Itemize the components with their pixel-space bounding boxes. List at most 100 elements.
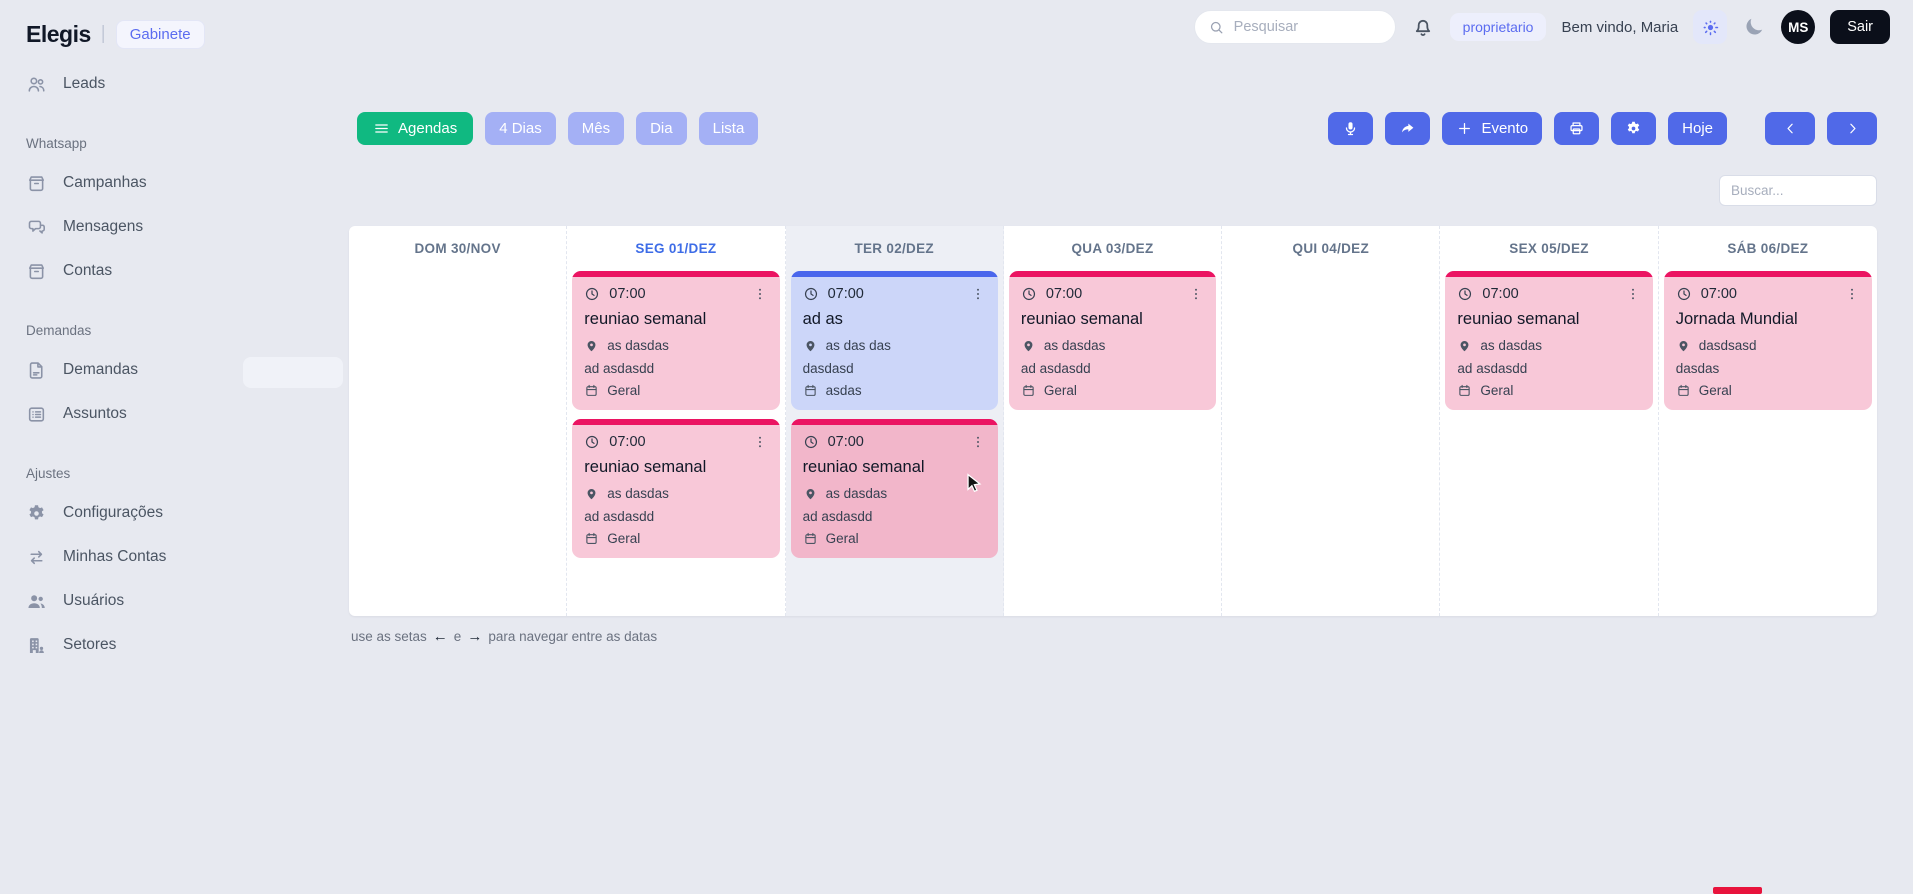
event-title: reuniao semanal: [584, 458, 707, 476]
day-column-sex-05-dez[interactable]: SEX 05/DEZ 07:00 reuniao semanal as dasdas a…: [1440, 226, 1659, 616]
kebab-menu-icon[interactable]: [1625, 286, 1641, 302]
map-pin-icon: [1676, 338, 1691, 353]
today-button[interactable]: Hoje: [1668, 112, 1727, 145]
moon-icon[interactable]: [1742, 15, 1766, 39]
voice-button[interactable]: [1328, 112, 1374, 145]
event-description: ad asdasdd: [1457, 361, 1528, 376]
event-agenda: Geral: [1457, 383, 1640, 398]
workspace-badge[interactable]: Gabinete: [115, 19, 205, 49]
view-button-4-dias[interactable]: 4 Dias: [485, 112, 556, 145]
hint-conjunction: e: [453, 629, 462, 644]
sidebar-section-ajustes: Ajustes: [26, 466, 71, 481]
view-button-label: Mês: [581, 120, 611, 137]
sidebar-item-mensagens[interactable]: Mensagens: [26, 205, 280, 249]
event-filter-input[interactable]: [1719, 175, 1877, 206]
kebab-menu-icon[interactable]: [752, 286, 768, 302]
theme-light-toggle[interactable]: [1693, 10, 1728, 44]
sidebar-item-label: Minhas Contas: [63, 548, 167, 565]
day-column-dom-30-nov[interactable]: DOM 30/NOV: [349, 226, 568, 616]
settings-button[interactable]: [1611, 112, 1657, 145]
event-time: 07:00: [827, 286, 864, 302]
kebab-menu-icon[interactable]: [970, 434, 986, 450]
view-button-mes[interactable]: Mês: [567, 112, 625, 145]
event-color-bar: [1445, 271, 1653, 277]
event-card[interactable]: 07:00 Jornada Mundial dasdsasd dasdas Geral: [1663, 271, 1872, 410]
day-column-sab-06-dez[interactable]: SÁB 06/DEZ 07:00 Jornada Mundial dasdsasd da…: [1659, 226, 1877, 616]
global-search-input[interactable]: [1233, 19, 1374, 35]
view-button-agendas[interactable]: Agendas: [357, 112, 474, 145]
event-card[interactable]: 07:00 reuniao semanal as dasdas ad asdasdd G…: [572, 419, 780, 558]
event-time-row: 07:00: [803, 286, 986, 302]
notifications-bell-icon[interactable]: [1411, 15, 1435, 39]
sidebar-item-leads[interactable]: Leads: [26, 62, 280, 106]
event-card[interactable]: 07:00 ad as as das das dasdasd asdas: [790, 271, 998, 410]
view-button-lista[interactable]: Lista: [698, 112, 759, 145]
toolbar-actions: Evento Hoje: [1328, 112, 1877, 145]
gear-icon: [26, 503, 47, 524]
sidebar-item-campanhas[interactable]: Campanhas: [26, 161, 280, 205]
avatar[interactable]: MS: [1781, 10, 1816, 44]
map-pin-icon: [803, 486, 818, 501]
day-events: 07:00 ad as as das das dasdasd asdas 07:00 reu…: [790, 271, 998, 558]
kebab-menu-icon[interactable]: [970, 286, 986, 302]
add-event-label: Evento: [1481, 120, 1529, 137]
sidebar-item-setores[interactable]: Setores: [26, 623, 280, 667]
map-pin-icon: [1021, 338, 1036, 353]
kebab-menu-icon[interactable]: [752, 434, 768, 450]
day-events: 07:00 reuniao semanal as dasdas ad asdasdd G…: [1008, 271, 1217, 410]
logout-button[interactable]: Sair: [1830, 10, 1890, 44]
day-column-qua-03-dez[interactable]: QUA 03/DEZ 07:00 reuniao semanal as dasdas a…: [1004, 226, 1223, 616]
previous-date-button[interactable]: [1765, 112, 1815, 145]
global-search[interactable]: [1193, 10, 1396, 44]
day-column-seg-01-dez[interactable]: SEG 01/DEZ 07:00 reuniao semanal as dasdas a…: [567, 226, 786, 616]
clock-icon: [1457, 286, 1473, 302]
calendar-grid: DOM 30/NOV SEG 01/DEZ 07:00 reuniao semanal…: [349, 226, 1877, 616]
day-header: SÁB 06/DEZ: [1727, 241, 1809, 256]
kebab-menu-icon[interactable]: [1188, 286, 1204, 302]
sidebar-item-demandas[interactable]: Demandas: [26, 348, 280, 392]
add-event-button[interactable]: Evento: [1442, 112, 1543, 145]
event-description: dasdasd: [802, 361, 854, 376]
event-location: as dasdas: [1457, 338, 1640, 353]
next-date-button[interactable]: [1827, 112, 1877, 145]
sun-icon: [1701, 18, 1720, 37]
map-pin-icon: [803, 338, 818, 353]
search-icon: [1208, 19, 1225, 36]
day-header: SEX 05/DEZ: [1509, 241, 1589, 256]
event-location: as dasdas: [1021, 338, 1204, 353]
event-time-row: 07:00: [1457, 286, 1640, 302]
chevron-right-icon: [1844, 120, 1861, 137]
event-card[interactable]: 07:00 reuniao semanal as dasdas ad asdasdd G…: [572, 271, 780, 410]
event-location-text: dasdsasd: [1698, 338, 1757, 353]
archive-icon: [26, 173, 47, 194]
event-time: 07:00: [1482, 286, 1519, 302]
event-title: reuniao semanal: [802, 458, 925, 476]
sidebar-item-contas[interactable]: Contas: [26, 249, 280, 293]
sidebar-item-configuracoes[interactable]: Configurações: [26, 491, 280, 535]
calendar-icon: [803, 383, 818, 398]
sidebar-item-minhas-contas[interactable]: Minhas Contas: [26, 535, 280, 579]
event-card[interactable]: 07:00 reuniao semanal as dasdas ad asdasdd G…: [1445, 271, 1653, 410]
day-column-qui-04-dez[interactable]: QUI 04/DEZ: [1222, 226, 1441, 616]
event-title: reuniao semanal: [1020, 310, 1143, 328]
sidebar-item-label: Leads: [63, 75, 106, 92]
share-button[interactable]: [1385, 112, 1431, 145]
event-agenda-text: Geral: [1698, 383, 1732, 398]
kebab-menu-icon[interactable]: [1844, 286, 1860, 302]
sidebar: Elegis | Gabinete Leads Whatsapp Campanhas…: [0, 0, 280, 667]
day-header: QUI 04/DEZ: [1292, 241, 1370, 256]
day-events: 07:00 reuniao semanal as dasdas ad asdasdd G…: [1445, 271, 1653, 410]
view-button-dia[interactable]: Dia: [636, 112, 687, 145]
event-card[interactable]: 07:00 reuniao semanal as dasdas ad asdasdd G…: [1008, 271, 1217, 410]
brand-divider: |: [100, 23, 106, 44]
day-column-ter-02-dez[interactable]: TER 02/DEZ 07:00 ad as as das das dasdasd asd…: [785, 226, 1004, 616]
sidebar-item-assuntos[interactable]: Assuntos: [26, 392, 280, 436]
welcome-text: Bem vindo, Maria: [1561, 18, 1679, 36]
print-button[interactable]: [1554, 112, 1600, 145]
microphone-icon: [1342, 120, 1359, 137]
event-card[interactable]: 07:00 reuniao semanal as dasdas ad asdasdd G…: [790, 419, 998, 558]
clock-icon: [1021, 286, 1037, 302]
sidebar-item-usuarios[interactable]: Usuários: [26, 579, 280, 623]
event-time: 07:00: [1045, 286, 1083, 302]
event-agenda-text: Geral: [1480, 383, 1514, 398]
